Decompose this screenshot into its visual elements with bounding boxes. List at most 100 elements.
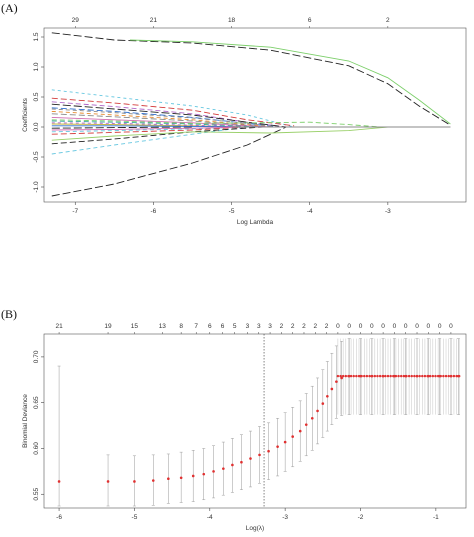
coef-y-tick-label: 0.0 bbox=[33, 122, 40, 131]
coef-x-tick-label: -4 bbox=[307, 208, 313, 215]
coefficient-path-line bbox=[51, 126, 248, 155]
dev-top-tick-label: 19 bbox=[104, 323, 112, 330]
deviance-point bbox=[402, 374, 406, 378]
deviance-point bbox=[57, 480, 61, 483]
deviance-point bbox=[347, 374, 350, 378]
coef-top-tick-label: 29 bbox=[72, 17, 80, 24]
coef-x-tick-label: -3 bbox=[385, 208, 391, 215]
deviance-point bbox=[421, 374, 424, 378]
dev-x-tick-label: -1 bbox=[433, 514, 439, 521]
deviance-point bbox=[291, 435, 294, 438]
deviance-point bbox=[222, 467, 225, 470]
deviance-point bbox=[392, 374, 395, 378]
deviance-point bbox=[373, 374, 377, 378]
deviance-point bbox=[452, 374, 456, 378]
deviance-point bbox=[336, 374, 340, 378]
deviance-point bbox=[397, 374, 400, 378]
dev-top-tick-label: 5 bbox=[233, 323, 237, 330]
coef-top-tick-label: 6 bbox=[308, 17, 312, 24]
deviance-point bbox=[321, 402, 325, 405]
deviance-point bbox=[426, 374, 429, 378]
dev-y-tick-label: 0.70 bbox=[33, 350, 40, 363]
dev-top-tick-label: 15 bbox=[131, 323, 139, 330]
coef-y-tick-label: 0.5 bbox=[33, 92, 40, 101]
coef-top-tick-label: 18 bbox=[228, 17, 236, 24]
deviance-point bbox=[363, 374, 366, 378]
dev-y-tick-label: 0.55 bbox=[33, 488, 40, 501]
dev-top-tick-label: 2 bbox=[302, 323, 306, 330]
deviance-point bbox=[276, 445, 279, 448]
deviance-point bbox=[335, 380, 338, 383]
coefficient-path-line bbox=[51, 32, 451, 126]
dev-top-tick-label: 0 bbox=[347, 323, 351, 330]
deviance-point bbox=[191, 474, 195, 478]
deviance-point bbox=[376, 374, 379, 378]
coefficient-path-line bbox=[51, 101, 287, 128]
dev-top-tick-label: 0 bbox=[438, 323, 442, 330]
deviance-point bbox=[365, 374, 369, 378]
coefficient-path-line bbox=[51, 103, 287, 128]
deviance-point bbox=[444, 374, 448, 378]
deviance-point bbox=[240, 460, 243, 464]
deviance-point bbox=[179, 476, 183, 480]
deviance-point bbox=[389, 374, 392, 378]
dev-top-tick-label: 0 bbox=[381, 323, 385, 330]
deviance-point bbox=[415, 374, 419, 378]
deviance-point bbox=[450, 374, 453, 378]
deviance-point bbox=[399, 374, 403, 378]
coefficient-path-line bbox=[51, 126, 248, 135]
deviance-point bbox=[413, 374, 416, 378]
deviance-point bbox=[298, 429, 302, 433]
coefficient-path-line bbox=[51, 126, 193, 129]
dev-x-axis-label: Log(λ) bbox=[246, 525, 264, 532]
coef-top-tick-label: 21 bbox=[150, 17, 158, 24]
deviance-point bbox=[434, 374, 437, 378]
coefficient-path-line bbox=[51, 126, 287, 197]
deviance-point bbox=[378, 374, 382, 378]
coef-top-tick-label: 2 bbox=[386, 17, 390, 24]
coef-y-tick-label: -1.0 bbox=[33, 181, 40, 193]
deviance-point bbox=[283, 440, 287, 444]
deviance-point bbox=[384, 374, 387, 378]
deviance-point bbox=[458, 374, 461, 378]
coef-x-tick-label: -7 bbox=[72, 208, 78, 215]
dev-top-tick-label: 3 bbox=[257, 323, 261, 330]
deviance-point bbox=[249, 457, 252, 460]
dev-x-tick-label: -3 bbox=[282, 514, 288, 521]
deviance-point bbox=[167, 477, 170, 480]
deviance-point bbox=[410, 374, 413, 378]
coefficient-path-line bbox=[51, 126, 263, 145]
deviance-point bbox=[436, 374, 440, 378]
deviance-point bbox=[106, 480, 110, 483]
dev-x-tick-label: -6 bbox=[56, 514, 62, 521]
coef-y-tick-label: 1.5 bbox=[33, 32, 40, 41]
dev-top-tick-label: 0 bbox=[404, 323, 408, 330]
dev-top-tick-label: 13 bbox=[159, 323, 167, 330]
dev-top-tick-label: 2 bbox=[280, 323, 284, 330]
coef-y-tick-label: -0.5 bbox=[33, 151, 40, 163]
dev-top-tick-label: 6 bbox=[208, 323, 212, 330]
deviance-point bbox=[442, 374, 445, 378]
deviance-point bbox=[386, 374, 390, 378]
coefficient-path-chart: -7 -6 -5 -4 -3 -1.0 -0.5 0.0 0.5 1.0 1.5 29 21 18 6 2 Lo… bbox=[22, 17, 467, 226]
dev-top-tick-label: 0 bbox=[427, 323, 431, 330]
panel-b-label: (B) bbox=[1, 307, 17, 321]
deviance-point bbox=[133, 480, 136, 483]
coefficient-path-line bbox=[129, 39, 451, 125]
dev-top-tick-label: 0 bbox=[336, 323, 340, 330]
dev-top-tick-label: 2 bbox=[313, 323, 317, 330]
deviance-point bbox=[368, 374, 371, 378]
dev-top-tick-label: 3 bbox=[268, 323, 272, 330]
deviance-point bbox=[429, 374, 432, 378]
dev-top-tick-label: 0 bbox=[415, 323, 419, 330]
dev-x-tick-label: -4 bbox=[207, 514, 213, 521]
deviance-point bbox=[431, 374, 435, 378]
deviance-point bbox=[341, 374, 345, 378]
deviance-point bbox=[349, 374, 353, 378]
dev-top-tick-label: 7 bbox=[194, 323, 198, 330]
deviance-point bbox=[340, 376, 343, 380]
deviance-point bbox=[326, 394, 329, 398]
deviance-point bbox=[360, 374, 363, 378]
coefficient-path-line bbox=[51, 126, 248, 131]
